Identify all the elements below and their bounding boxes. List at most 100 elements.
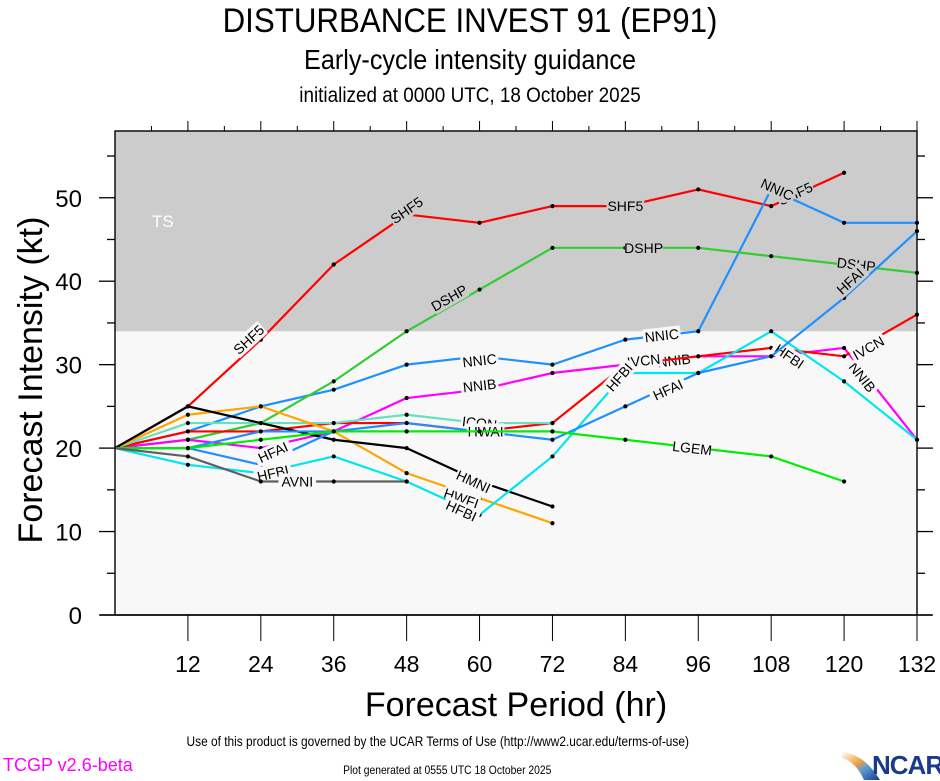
label-mask <box>440 495 482 526</box>
data-point <box>404 412 409 417</box>
data-point <box>185 446 191 451</box>
label-mask <box>642 325 682 346</box>
series-line <box>114 330 918 516</box>
data-point <box>404 329 409 334</box>
y-axis-label: Forecast Intensity (kt) <box>12 217 50 544</box>
data-point <box>185 454 191 459</box>
chart-subtitle: Early-cycle intensity guidance <box>304 44 636 75</box>
series-label-text: AVNI <box>281 473 313 489</box>
data-point <box>550 454 555 459</box>
series-label-text: LGEM <box>672 438 713 458</box>
data-point <box>769 254 774 259</box>
generated-timestamp: Plot generated at 0555 UTC 18 October 20… <box>343 763 552 777</box>
data-point <box>696 245 701 250</box>
data-point <box>550 420 555 426</box>
data-point <box>550 429 555 434</box>
data-point <box>696 354 701 359</box>
data-point <box>623 404 628 409</box>
data-point <box>769 329 774 334</box>
data-point <box>258 420 263 426</box>
y-tick-label: 50 <box>55 186 82 213</box>
series-label-text: NNIC <box>462 351 498 371</box>
label-mask <box>654 350 694 371</box>
intensity-chart: TS SHF5SHF5SHF5SHF5NNICNNICNNICDSHPDSHPD… <box>12 121 936 724</box>
ncar-swoosh-icon <box>842 752 880 780</box>
x-tick-label: 48 <box>394 651 420 677</box>
label-mask <box>756 174 798 205</box>
y-tick-label: 10 <box>55 520 82 547</box>
data-point <box>258 429 263 434</box>
version-label: TCGP v2.6-beta <box>3 755 133 775</box>
data-point <box>331 454 336 459</box>
data-point <box>185 429 191 434</box>
series-line <box>115 230 918 466</box>
x-tick-label: 60 <box>467 651 493 677</box>
data-point <box>623 337 628 342</box>
series-label: SHF5 <box>606 198 645 215</box>
data-point <box>404 479 409 484</box>
data-point <box>696 187 701 192</box>
series-label-text: DSHP <box>624 240 663 256</box>
data-point <box>404 362 409 367</box>
data-point <box>696 370 701 376</box>
label-mask <box>386 193 427 228</box>
y-tick-label: 20 <box>55 436 82 463</box>
label-mask <box>453 466 494 497</box>
data-point <box>769 354 774 359</box>
data-point <box>841 345 847 351</box>
data-point <box>550 245 555 250</box>
data-point <box>404 471 409 476</box>
data-point <box>331 479 336 484</box>
x-axis-label: Forecast Period (hr) <box>365 686 667 724</box>
series-line <box>114 246 918 450</box>
data-point <box>331 437 336 442</box>
x-tick-label: 36 <box>321 651 347 677</box>
series-label-text: IVCN <box>626 351 661 371</box>
series-label: DSHP <box>624 239 663 256</box>
label-mask <box>647 374 689 405</box>
data-point <box>258 404 263 409</box>
data-point <box>404 446 409 451</box>
series-label: NNIC <box>642 325 682 346</box>
x-tick-label: 108 <box>752 651 790 677</box>
data-point <box>404 395 409 401</box>
x-tick-label: 12 <box>175 651 201 677</box>
y-tick-label: 0 <box>69 603 82 630</box>
label-mask <box>252 437 294 468</box>
ts-band-label: TS <box>152 212 174 231</box>
initialization-time: initialized at 0000 UTC, 18 October 2025 <box>299 84 641 107</box>
label-mask <box>844 357 881 397</box>
series-label: DSHP <box>836 254 876 274</box>
series-label-text: DSHP <box>836 254 876 274</box>
label-mask <box>672 438 712 459</box>
series-layer: SHF5SHF5SHF5SHF5NNICNNICNNICDSHPDSHPDSHP… <box>114 170 920 526</box>
series-label: NNIB <box>459 375 500 396</box>
series-label: AVNI <box>278 473 317 490</box>
label-mask <box>836 254 876 275</box>
data-point <box>550 204 555 209</box>
data-point <box>841 379 847 384</box>
y-tick-label: 40 <box>55 269 82 296</box>
label-mask <box>229 321 268 359</box>
data-point <box>258 437 263 442</box>
series-label-text: NNIB <box>656 351 691 371</box>
label-mask <box>459 375 500 396</box>
data-point <box>185 404 191 409</box>
data-point <box>331 379 336 384</box>
label-mask <box>624 239 663 256</box>
data-point <box>331 429 336 434</box>
terms-of-use-notice: Use of this product is governed by the U… <box>186 733 689 749</box>
data-point <box>185 420 191 426</box>
data-point <box>841 220 847 225</box>
data-point <box>331 262 336 267</box>
series-lgem: LGEM <box>115 429 847 484</box>
x-tick-label: 24 <box>248 651 274 677</box>
data-point <box>477 429 482 434</box>
label-mask <box>830 262 870 300</box>
series-label-text: NNIB <box>462 376 497 396</box>
data-point <box>696 329 701 334</box>
label-mask <box>769 339 810 374</box>
label-mask <box>278 473 317 490</box>
data-point <box>550 504 555 509</box>
x-tick-label: 132 <box>898 651 936 677</box>
